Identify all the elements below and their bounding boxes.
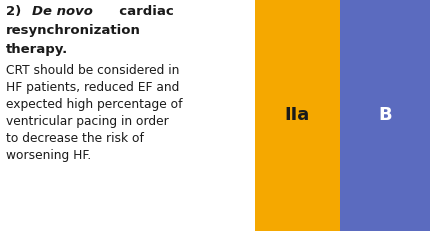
Text: 2): 2) bbox=[6, 5, 26, 18]
Text: CRT should be considered in: CRT should be considered in bbox=[6, 64, 179, 77]
Bar bbox=[255, 0, 339, 231]
Text: therapy.: therapy. bbox=[6, 43, 68, 56]
Text: HF patients, reduced EF and: HF patients, reduced EF and bbox=[6, 81, 179, 94]
Text: ventricular pacing in order: ventricular pacing in order bbox=[6, 115, 169, 128]
Text: resynchronization: resynchronization bbox=[6, 24, 141, 37]
Text: worsening HF.: worsening HF. bbox=[6, 149, 91, 162]
Text: De novo: De novo bbox=[31, 5, 92, 18]
Bar bbox=[339, 0, 430, 231]
Text: B: B bbox=[378, 106, 391, 125]
Text: cardiac: cardiac bbox=[110, 5, 174, 18]
Text: to decrease the risk of: to decrease the risk of bbox=[6, 132, 144, 145]
Text: expected high percentage of: expected high percentage of bbox=[6, 98, 182, 111]
Text: IIa: IIa bbox=[284, 106, 310, 125]
